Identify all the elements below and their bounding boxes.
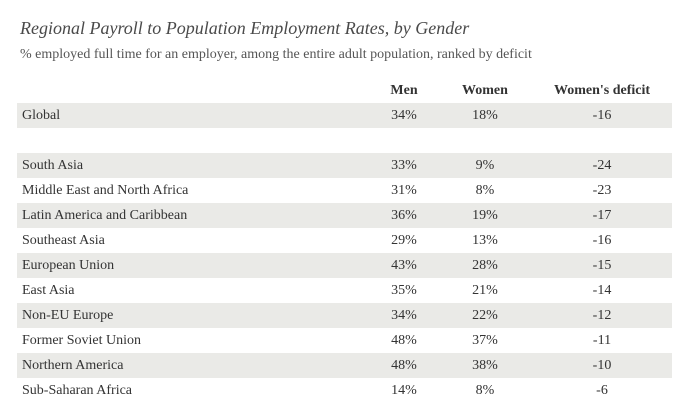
deficit-cell: -10 (592, 358, 612, 373)
men-cell: 31% (391, 183, 417, 198)
women-cell: 18% (472, 108, 498, 123)
women-cell: 8% (475, 383, 495, 398)
women-cell: 38% (472, 358, 498, 373)
men-cell: 48% (391, 333, 417, 348)
women-cell: 19% (472, 208, 498, 223)
men-cell: 43% (391, 258, 417, 273)
row-spacer (17, 128, 672, 153)
deficit-cell: -14 (592, 283, 612, 298)
region-cell: Middle East and North Africa (22, 183, 189, 198)
table-row: Former Soviet Union 48% 37% -11 (17, 328, 672, 353)
women-cell: 21% (472, 283, 498, 298)
table-row: European Union 43% 28% -15 (17, 253, 672, 278)
region-cell: Non-EU Europe (22, 308, 114, 323)
deficit-cell: -23 (592, 183, 612, 198)
table-row: Non-EU Europe 34% 22% -12 (17, 303, 672, 328)
women-cell: 13% (472, 233, 498, 248)
table-row: Southeast Asia 29% 13% -16 (17, 228, 672, 253)
men-cell: 14% (391, 383, 417, 398)
header-womens-deficit: Women's deficit (553, 83, 651, 98)
chart-subtitle: % employed full time for an employer, am… (20, 47, 532, 62)
men-cell: 29% (391, 233, 417, 248)
deficit-cell: -12 (592, 308, 612, 323)
table-row: Sub-Saharan Africa 14% 8% -6 (17, 378, 672, 403)
deficit-cell: -24 (592, 158, 612, 173)
women-cell: 8% (475, 183, 495, 198)
table-row: Latin America and Caribbean 36% 19% -17 (17, 203, 672, 228)
table-row: East Asia 35% 21% -14 (17, 278, 672, 303)
men-cell: 48% (391, 358, 417, 373)
deficit-cell: -16 (592, 233, 612, 248)
header-women: Women (462, 83, 508, 98)
deficit-cell: -17 (592, 208, 612, 223)
deficit-cell: -11 (592, 333, 612, 348)
table-header-row: Men Women Women's deficit (17, 78, 672, 103)
header-men: Men (390, 83, 418, 98)
region-cell: Former Soviet Union (22, 333, 141, 348)
deficit-cell: -15 (592, 258, 612, 273)
region-cell: European Union (22, 258, 115, 273)
women-cell: 28% (472, 258, 498, 273)
data-table: Men Women Women's deficit Global 34% 18%… (17, 78, 672, 403)
region-cell: Southeast Asia (22, 233, 105, 248)
region-cell: South Asia (22, 158, 84, 173)
men-cell: 36% (391, 208, 417, 223)
region-cell: Northern America (22, 358, 124, 373)
region-cell: Global (22, 108, 61, 123)
global-row: Global 34% 18% -16 (17, 103, 672, 128)
men-cell: 35% (391, 283, 417, 298)
men-cell: 34% (391, 308, 417, 323)
region-cell: East Asia (22, 283, 75, 298)
region-cell: Latin America and Caribbean (22, 208, 188, 223)
women-cell: 37% (472, 333, 498, 348)
women-cell: 9% (475, 158, 495, 173)
region-cell: Sub-Saharan Africa (22, 383, 133, 398)
table-row: South Asia 33% 9% -24 (17, 153, 672, 178)
region-rows: South Asia 33% 9% -24 Middle East and North … (17, 153, 672, 403)
table-row: Middle East and North Africa 31% 8% -23 (17, 178, 672, 203)
women-cell: 22% (472, 308, 498, 323)
table-row: Northern America 48% 38% -10 (17, 353, 672, 378)
men-cell: 33% (391, 158, 417, 173)
chart-title: Regional Payroll to Population Employmen… (20, 18, 470, 38)
men-cell: 34% (391, 108, 417, 123)
deficit-cell: -6 (596, 383, 608, 398)
deficit-cell: -16 (592, 108, 612, 123)
